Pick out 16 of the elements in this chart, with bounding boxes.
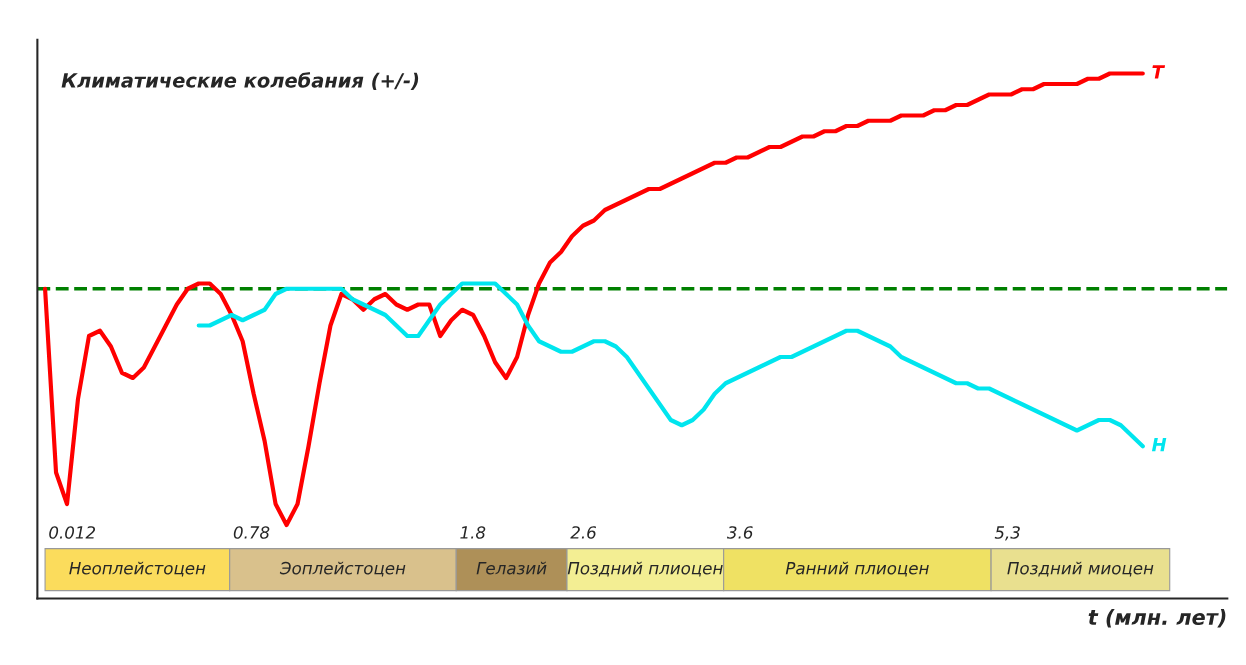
x-axis-title: t (млн. лет) [1088, 608, 1226, 628]
annotation: Неоплейстоцен [69, 561, 206, 577]
annotation: Эоплейстоцен [279, 561, 406, 577]
chart-title: Климатические колебания (+/-) [61, 72, 419, 90]
series-label: T [1152, 65, 1166, 79]
annotation: 5,3 [994, 526, 1020, 541]
annotation: Поздний миоцен [1007, 561, 1154, 577]
annotation: 1.8 [460, 526, 486, 539]
annotation: Гелазий [476, 561, 547, 575]
annotation: Ранний плиоцен [785, 561, 929, 577]
annotation: 0.78 [233, 526, 270, 539]
annotation: 2.6 [570, 526, 597, 539]
annotation: 0.012 [49, 526, 96, 539]
annotation: Поздний плиоцен [567, 561, 723, 577]
series-label: H [1151, 438, 1167, 452]
annotation: 3.6 [726, 526, 753, 539]
